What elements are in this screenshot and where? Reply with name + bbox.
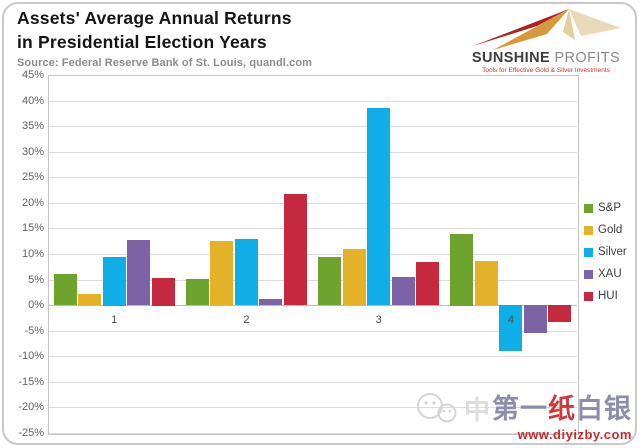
legend-swatch-icon — [584, 269, 593, 279]
gridline — [48, 228, 577, 229]
bar-hui-group-4 — [548, 305, 572, 322]
legend-swatch-icon — [584, 225, 593, 235]
y-tick-label: 30% — [21, 146, 44, 158]
gridline — [48, 254, 577, 255]
bar-gold-group-4 — [474, 261, 498, 305]
logo-brand-primary: SUNSHINE — [471, 50, 551, 66]
gridline — [48, 203, 577, 204]
title-line-2: in Presidential Election Years — [17, 32, 267, 52]
y-tick-label: -10% — [18, 350, 44, 362]
legend-label: S&P — [598, 202, 622, 214]
logo-brand-secondary: PROFITS — [554, 50, 621, 66]
y-tick-label: 40% — [21, 95, 44, 107]
bar-xau-group-2 — [259, 299, 283, 305]
gridline — [48, 152, 577, 153]
bar-silver-group-2 — [234, 239, 258, 305]
gridline — [48, 382, 577, 383]
bar-gold-group-1 — [78, 294, 102, 305]
x-tick-label-1: 1 — [111, 314, 118, 326]
y-tick-label: -5% — [24, 325, 44, 337]
y-tick-label: 5% — [28, 274, 44, 286]
logo-blades-icon — [473, 9, 621, 50]
y-tick-label: 35% — [21, 120, 44, 132]
bar-xau-group-1 — [127, 240, 151, 305]
y-tick-label: 45% — [21, 69, 44, 81]
watermark-title: 第一纸白银 — [492, 394, 632, 424]
legend-item-hui: HUI — [584, 290, 627, 302]
page-title: Assets' Average Annual Returns in Presid… — [17, 6, 292, 54]
legend-swatch-icon — [584, 291, 593, 301]
gridline — [48, 177, 577, 178]
bar-xau-group-3 — [391, 277, 415, 305]
bar-silver-group-4 — [499, 305, 523, 351]
bar-sp-group-3 — [318, 257, 342, 305]
bar-gold-group-2 — [210, 241, 234, 305]
bar-hui-group-3 — [416, 262, 440, 305]
legend-label: HUI — [598, 290, 618, 302]
y-tick-label: 0% — [28, 299, 44, 311]
wechat-face-icon — [416, 392, 457, 422]
y-tick-label: 20% — [21, 197, 44, 209]
gridline — [48, 331, 577, 332]
legend-item-silver: Silver — [584, 246, 627, 258]
plot-area — [48, 75, 579, 435]
gridline — [48, 101, 577, 102]
watermark-part3: 白银 — [576, 393, 632, 424]
bar-sp-group-4 — [450, 234, 474, 306]
y-tick-label: 25% — [21, 171, 44, 183]
y-tick-label: 15% — [21, 222, 44, 234]
watermark-part1: 第一 — [492, 393, 548, 424]
x-tick-label-4: 4 — [507, 314, 514, 326]
logo-brand-text: SUNSHINE PROFITS — [462, 50, 630, 66]
gridline — [48, 407, 577, 408]
bar-gold-group-3 — [342, 249, 366, 305]
legend-label: Silver — [598, 246, 627, 258]
gridline — [48, 433, 577, 434]
y-tick-label: -20% — [18, 401, 44, 413]
bar-silver-group-1 — [102, 257, 126, 306]
legend-swatch-icon — [584, 247, 593, 257]
legend-item-sp: S&P — [584, 202, 627, 214]
x-tick-label-2: 2 — [243, 314, 250, 326]
bar-sp-group-2 — [185, 279, 209, 305]
watermark-part2: 纸 — [548, 393, 576, 424]
sunshine-profits-logo: SUNSHINE PROFITS Tools for Effective Gol… — [462, 6, 630, 74]
x-tick-label-3: 3 — [375, 314, 382, 326]
watermark-main-row: 中 第一纸白银 — [414, 390, 632, 427]
source-caption: Source: Federal Reserve Bank of St. Loui… — [17, 57, 313, 69]
bar-sp-group-1 — [53, 274, 77, 305]
legend-label: XAU — [598, 268, 622, 280]
y-tick-label: -15% — [18, 376, 44, 388]
watermark: 中 第一纸白银 www.diyizby.com — [414, 390, 632, 442]
chart-legend: S&P Gold Silver XAU HUI — [584, 202, 627, 312]
bar-hui-group-1 — [151, 278, 175, 306]
gridline — [48, 280, 577, 281]
y-tick-label: -25% — [18, 427, 44, 439]
title-line-1: Assets' Average Annual Returns — [17, 8, 292, 28]
legend-item-gold: Gold — [584, 224, 627, 236]
watermark-url[interactable]: www.diyizby.com — [517, 427, 632, 442]
bar-xau-group-4 — [523, 305, 547, 333]
bar-hui-group-2 — [283, 194, 307, 305]
legend-item-xau: XAU — [584, 268, 627, 280]
legend-swatch-icon — [584, 203, 593, 213]
watermark-faint-char: 中 — [463, 395, 490, 425]
logo-tagline: Tools for Effective Gold & Silver Invest… — [482, 67, 610, 74]
gridline — [48, 356, 577, 357]
gridline — [48, 126, 577, 127]
y-tick-label: 10% — [21, 248, 44, 260]
gridline — [48, 305, 577, 306]
bar-silver-group-3 — [367, 108, 391, 305]
legend-label: Gold — [598, 224, 623, 236]
